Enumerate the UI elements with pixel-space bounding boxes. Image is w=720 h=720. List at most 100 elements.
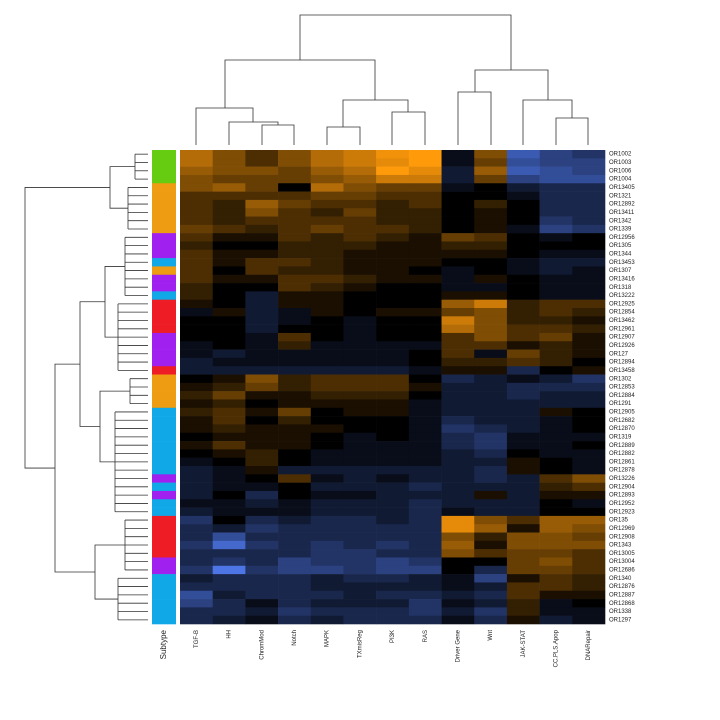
heatmap-cell [506,158,540,167]
heatmap-cell [376,224,410,234]
heatmap-cell [180,332,213,342]
heatmap-cell [310,441,344,450]
heatmap-cell [278,332,312,342]
heatmap-cell [376,366,410,375]
heatmap-cell [474,174,508,184]
heatmap-cell [539,540,573,550]
heatmap-cell [245,441,279,450]
heatmap-cell [376,590,410,600]
heatmap-cell [408,416,442,425]
heatmap-cell [310,565,344,575]
row-label: OR1307 [609,268,632,274]
heatmap-cell [376,274,410,284]
heatmap-cell [212,316,246,325]
heatmap-cell [180,574,213,583]
heatmap-cell [441,607,475,616]
heatmap-cell [343,283,377,292]
heatmap-cell [343,216,377,226]
heatmap-cell [441,324,475,334]
heatmap-cell [245,274,279,284]
heatmap-cell [474,449,508,458]
heatmap-cell [506,499,540,508]
heatmap-cell [506,233,540,242]
heatmap-cell [376,291,410,300]
heatmap-cell [343,582,377,592]
heatmap-cell [441,249,475,259]
heatmap-cell [310,374,344,384]
heatmap-cell [506,258,540,267]
heatmap-cell [474,441,508,450]
subtype-cell [152,482,176,492]
subtype-cell [152,341,176,350]
heatmap-cell [278,241,312,251]
heatmap-cell [180,499,213,508]
heatmap-cell [474,249,508,259]
heatmap-cell [343,166,377,176]
heatmap-cell [212,366,246,375]
heatmap-cell [474,166,508,176]
heatmap-cell [212,399,246,409]
row-label: OR12926 [609,343,635,349]
heatmap-cell [376,374,410,384]
heatmap-cell [245,482,279,492]
heatmap-cell [245,540,279,550]
heatmap-cell [441,449,475,458]
heatmap-cell [343,299,377,309]
heatmap-cell [278,590,312,600]
heatmap-cell [506,266,540,276]
subtype-cell [152,291,176,300]
column-label: PI3K [390,630,396,643]
heatmap-cell [506,615,540,625]
heatmap-cell [310,574,344,583]
row-label: OR13405 [609,185,635,191]
heatmap-cell [506,208,540,217]
heatmap-cell [245,565,279,575]
heatmap-cell [474,416,508,425]
heatmap-cell [506,532,540,542]
row-label: OR1344 [609,252,632,258]
heatmap-cell [572,457,606,467]
heatmap-cell [539,615,573,625]
heatmap-cell [408,274,442,284]
heatmap-cell [212,507,246,517]
heatmap-cell [376,399,410,409]
row-label: OR1343 [609,543,632,549]
heatmap-cell [310,540,344,550]
heatmap-cell [474,332,508,342]
heatmap-cell [180,258,213,267]
heatmap-cell [572,299,606,309]
heatmap-cell [474,457,508,467]
heatmap-cell [245,449,279,458]
subtype-cell [152,208,176,217]
heatmap-cell [212,224,246,234]
heatmap-cell [245,507,279,517]
heatmap-cell [212,199,246,209]
heatmap-cell [474,216,508,226]
heatmap-cell [572,590,606,600]
heatmap-cell [572,208,606,217]
heatmap-cell [245,532,279,542]
heatmap-cell [180,599,213,608]
heatmap-cell [212,607,246,616]
heatmap-cell [441,474,475,483]
heatmap-cell [376,241,410,251]
heatmap-cell [539,449,573,458]
row-label: OR12889 [609,443,635,449]
heatmap-cell [343,324,377,334]
heatmap-cell [278,557,312,567]
heatmap-cell [539,249,573,259]
heatmap-cell [212,424,246,434]
subtype-cell [152,224,176,234]
heatmap-cell [408,424,442,434]
heatmap-cell [245,357,279,367]
heatmap-cell [212,582,246,592]
heatmap-cell [180,607,213,616]
row-label: OR13462 [609,318,635,324]
heatmap-cell [441,399,475,409]
column-dendrogram [195,14,589,145]
heatmap-cell [539,258,573,267]
heatmap-cell [245,199,279,209]
heatmap-cell [278,266,312,276]
heatmap-cell [376,449,410,458]
heatmap-cell [408,199,442,209]
